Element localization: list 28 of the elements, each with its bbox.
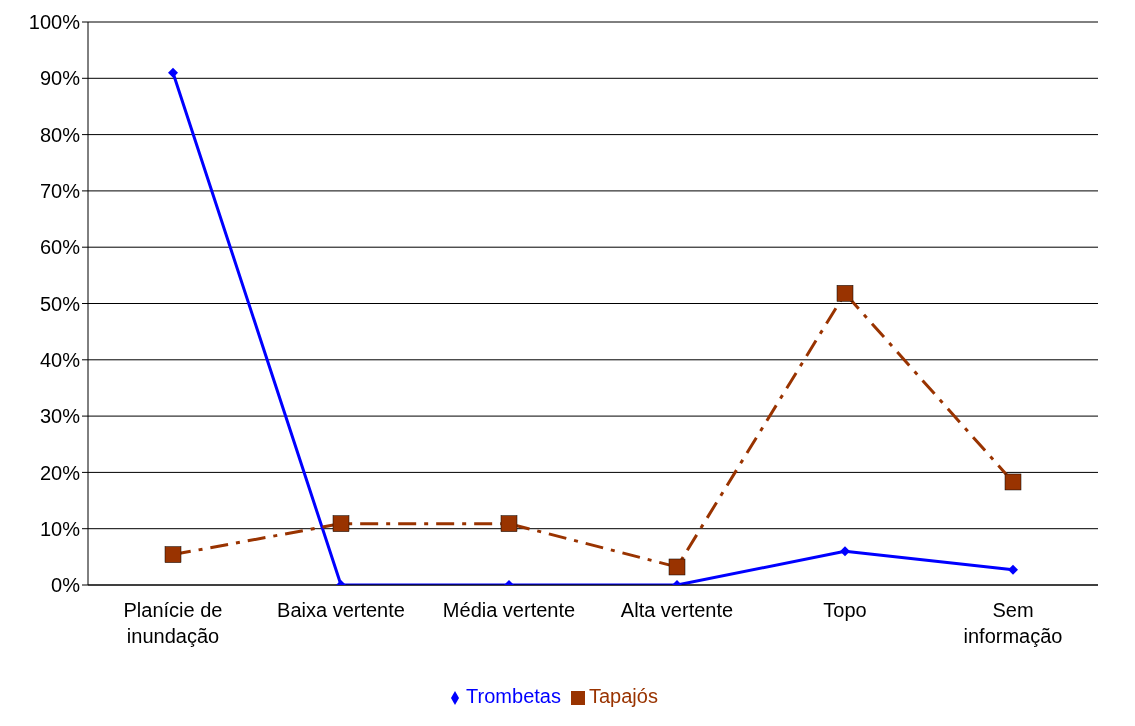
y-tick-label: 50% [39, 292, 81, 315]
point [168, 67, 178, 78]
point [836, 285, 854, 302]
x-tick-label: Média vertente [442, 599, 576, 621]
point [840, 546, 850, 557]
y-tick-label: 0% [51, 574, 81, 597]
y-tick-label: 30% [39, 405, 81, 428]
point [1004, 473, 1022, 491]
point [500, 515, 518, 532]
point [164, 546, 182, 563]
x-tick-label: Alta vertente [620, 599, 734, 621]
y-tick-label: 20% [39, 461, 81, 484]
y-tick-label: 10% [39, 517, 81, 540]
legend-label: Trombetas [466, 685, 561, 707]
legend-label: Tapajós [588, 685, 658, 707]
y-tick-label: 100% [28, 11, 81, 34]
y-tick-label: 40% [39, 348, 81, 371]
x-tick-label: Topo [823, 599, 867, 621]
y-tick-label: 80% [39, 123, 81, 146]
point [668, 558, 686, 576]
x-tick-label: Planície de inundação [123, 599, 223, 647]
y-tick-label: 90% [39, 67, 81, 90]
x-tick-label: Sem informação [963, 599, 1063, 647]
point [332, 515, 350, 532]
y-tick-label: 60% [39, 236, 81, 259]
y-tick-label: 70% [39, 180, 81, 202]
point [1008, 564, 1018, 575]
x-tick-label: Baixa vertente [277, 599, 405, 621]
